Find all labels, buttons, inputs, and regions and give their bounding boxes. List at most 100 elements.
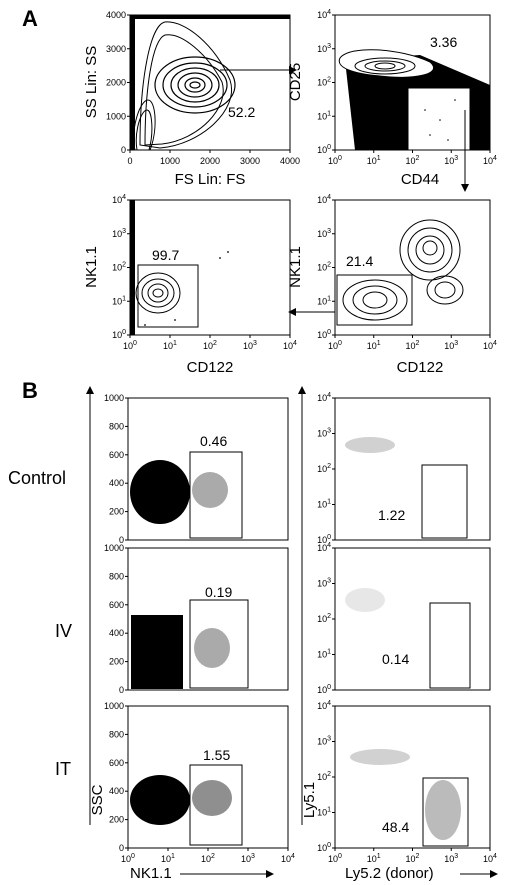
yticks-a1: 0 1000 2000 3000 4000 bbox=[106, 10, 130, 155]
tick-label: 0 bbox=[121, 145, 126, 155]
ylabel-a2: CD25 bbox=[287, 63, 304, 101]
gate-value-a1: 52.2 bbox=[228, 104, 255, 120]
xlabel-a4: CD122 bbox=[397, 359, 444, 376]
ylabel-b-right: Ly5.1 bbox=[301, 782, 318, 818]
tick-label: 103 bbox=[444, 340, 458, 351]
tick-label: 103 bbox=[317, 228, 331, 239]
plot-a3: 99.7 CD122 NK1.1 100 101 102 103 104 1001011… bbox=[83, 194, 297, 376]
yticks-b-right-iv: 100 101 102 103 104 bbox=[317, 542, 335, 695]
tick-label: 102 bbox=[406, 853, 420, 864]
xticks-a4: 100 101 102 103 104 bbox=[328, 335, 497, 351]
tick-label: 100 bbox=[123, 340, 137, 351]
yticks-a2: 100 101 102 103 104 bbox=[317, 9, 335, 155]
row-label-it: IT bbox=[55, 759, 71, 779]
tick-label: 100 bbox=[317, 534, 331, 545]
tick-label: 4000 bbox=[106, 10, 126, 20]
xlabel-b-left: NK1.1 bbox=[130, 865, 172, 882]
tick-label: 104 bbox=[283, 340, 297, 351]
tick-label: 100 bbox=[317, 842, 331, 853]
gate-value-a3: 99.7 bbox=[152, 247, 179, 263]
tick-label: 1000 bbox=[160, 156, 180, 166]
tick-label: 104 bbox=[317, 392, 331, 403]
tick-label: 101 bbox=[112, 295, 126, 306]
tick-label: 0 bbox=[119, 535, 124, 545]
tick-label: 102 bbox=[406, 340, 420, 351]
tick-label: 200 bbox=[109, 657, 124, 667]
tick-label: 104 bbox=[112, 194, 126, 205]
xlabel-a2: CD44 bbox=[401, 171, 439, 188]
tick-label: 800 bbox=[109, 421, 124, 431]
tick-label: 103 bbox=[317, 736, 331, 747]
tick-label: 101 bbox=[317, 499, 331, 510]
tick-label: 101 bbox=[367, 155, 381, 166]
plot-b-right-control: 1.22 100 101 102 103 104 bbox=[317, 392, 491, 545]
tick-label: 200 bbox=[109, 507, 124, 517]
xticks-a1: 0 1000 2000 3000 4000 bbox=[127, 150, 300, 166]
tick-label: 102 bbox=[317, 613, 331, 624]
gate-value-a4: 21.4 bbox=[346, 253, 373, 269]
plot-b-left-iv: 0.19 0 200 400 600 800 1000 bbox=[104, 543, 289, 695]
tick-label: 104 bbox=[483, 340, 497, 351]
plot-b-right-it: 48.4 100 101 102 103 104 100 101 102 103 104 bbox=[317, 700, 497, 864]
tick-label: 2000 bbox=[106, 78, 126, 88]
yticks-b-left-it: 0 200 400 600 800 1000 bbox=[104, 701, 128, 853]
tick-label: 103 bbox=[317, 578, 331, 589]
panel-letter-a: A bbox=[22, 6, 38, 31]
tick-label: 2000 bbox=[200, 156, 220, 166]
tick-label: 103 bbox=[444, 853, 458, 864]
tick-label: 101 bbox=[317, 807, 331, 818]
plot-a2: 3.36 CD44 CD25 100 101 102 103 104 100 101 102… bbox=[287, 9, 497, 188]
tick-label: 3000 bbox=[106, 44, 126, 54]
xlabel-a1: FS Lin: FS bbox=[175, 171, 246, 188]
tick-label: 0 bbox=[119, 685, 124, 695]
yticks-a4: 100 101 102 103 104 bbox=[317, 194, 335, 340]
tick-label: 104 bbox=[317, 194, 331, 205]
xlabel-b-right: Ly5.2 (donor) bbox=[345, 865, 434, 882]
tick-label: 100 bbox=[121, 853, 135, 864]
tick-label: 104 bbox=[281, 853, 295, 864]
tick-label: 0 bbox=[127, 156, 132, 166]
gate-value-b-left-control: 0.46 bbox=[200, 433, 227, 449]
tick-label: 104 bbox=[317, 700, 331, 711]
tick-label: 102 bbox=[317, 463, 331, 474]
tick-label: 103 bbox=[317, 43, 331, 54]
tick-label: 400 bbox=[109, 786, 124, 796]
xlabel-a3: CD122 bbox=[187, 359, 234, 376]
tick-label: 101 bbox=[367, 340, 381, 351]
xticks-b-right: 100 101 102 103 104 bbox=[328, 848, 497, 864]
tick-label: 3000 bbox=[240, 156, 260, 166]
plot-b-right-iv: 0.14 100 101 102 103 104 bbox=[317, 542, 491, 695]
tick-label: 103 bbox=[444, 155, 458, 166]
tick-label: 400 bbox=[109, 628, 124, 638]
tick-label: 0 bbox=[119, 843, 124, 853]
tick-label: 600 bbox=[109, 758, 124, 768]
yticks-b-left-control: 0 200 400 600 800 1000 bbox=[104, 393, 128, 545]
tick-label: 4000 bbox=[280, 156, 300, 166]
tick-label: 102 bbox=[201, 853, 215, 864]
tick-label: 1000 bbox=[104, 701, 124, 711]
ylabel-a3: NK1.1 bbox=[83, 246, 100, 288]
yticks-b-right-control: 100 101 102 103 104 bbox=[317, 392, 335, 545]
tick-label: 101 bbox=[161, 853, 175, 864]
ylabel-a1: SS Lin: SS bbox=[83, 46, 100, 119]
xticks-a2: 100 101 102 103 104 bbox=[328, 150, 497, 166]
tick-label: 400 bbox=[109, 478, 124, 488]
tick-label: 101 bbox=[317, 649, 331, 660]
tick-label: 100 bbox=[317, 684, 331, 695]
plot-a1: 52.2 FS Lin: FS SS Lin: SS 0 1000 2000 3000… bbox=[83, 10, 300, 188]
tick-label: 100 bbox=[328, 155, 342, 166]
tick-label: 103 bbox=[317, 428, 331, 439]
tick-label: 1000 bbox=[104, 393, 124, 403]
ylabel-a4: NK1.1 bbox=[287, 246, 304, 288]
tick-label: 101 bbox=[367, 853, 381, 864]
xticks-b-left: 100 101 102 103 104 bbox=[121, 848, 295, 864]
plot-a4: 21.4 CD122 NK1.1 100 101 102 103 104 1001011… bbox=[287, 194, 497, 376]
row-label-control: Control bbox=[8, 468, 66, 488]
tick-label: 100 bbox=[317, 144, 331, 155]
gate-value-a2: 3.36 bbox=[430, 34, 457, 50]
tick-label: 104 bbox=[317, 9, 331, 20]
tick-label: 102 bbox=[317, 77, 331, 88]
tick-label: 104 bbox=[483, 155, 497, 166]
tick-label: 102 bbox=[203, 340, 217, 351]
